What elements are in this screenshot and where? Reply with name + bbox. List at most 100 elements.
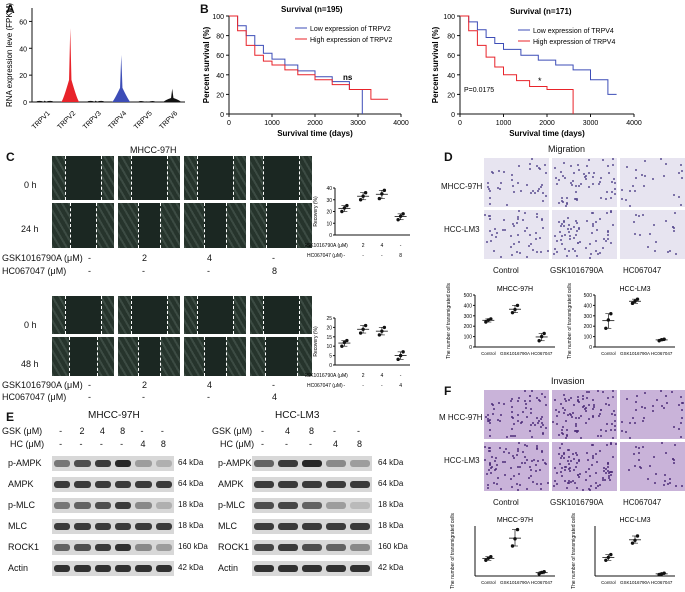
stained-cell bbox=[500, 413, 503, 416]
stained-cell bbox=[672, 229, 675, 232]
stained-cell bbox=[596, 390, 599, 393]
blot-band bbox=[302, 565, 322, 572]
e-hc-lane: - bbox=[120, 439, 124, 449]
stained-cell bbox=[595, 482, 598, 485]
micrograph bbox=[484, 210, 549, 259]
stained-cell bbox=[591, 464, 594, 467]
blot-band bbox=[302, 523, 322, 530]
stained-cell bbox=[577, 475, 580, 478]
stained-cell bbox=[643, 159, 646, 162]
stained-cell bbox=[498, 420, 501, 423]
stained-cell bbox=[653, 249, 656, 252]
stained-cell bbox=[529, 168, 532, 171]
stained-cell bbox=[610, 181, 613, 184]
blot-strip bbox=[252, 540, 372, 555]
scratch-image bbox=[118, 337, 180, 376]
c-bot-t2-2: - bbox=[207, 392, 210, 402]
dot-point bbox=[484, 320, 488, 324]
e-hc-lane: 8 bbox=[357, 439, 363, 449]
dot-point bbox=[606, 555, 611, 560]
c-top-t2-0: - bbox=[88, 266, 91, 276]
dot-point bbox=[537, 339, 541, 343]
stained-cell bbox=[592, 171, 595, 174]
blot-band bbox=[326, 502, 346, 509]
e-kda-label: 18 kDa bbox=[178, 521, 204, 530]
dot-title: HCC-LM3 bbox=[619, 286, 650, 293]
blot-band bbox=[115, 502, 132, 509]
c-plot-t1-label: GSK1016790A (μM) bbox=[305, 243, 348, 249]
stained-cell bbox=[577, 458, 580, 461]
stained-cell bbox=[605, 211, 608, 214]
stained-cell bbox=[489, 203, 492, 206]
stained-cell bbox=[518, 465, 521, 468]
blot-band bbox=[94, 502, 111, 509]
stained-cell bbox=[585, 397, 588, 400]
stained-cell bbox=[542, 200, 545, 203]
wound-area bbox=[69, 337, 97, 376]
stained-cell bbox=[577, 399, 580, 402]
stained-cell bbox=[672, 226, 675, 229]
stained-cell bbox=[611, 436, 614, 439]
e-kda-label: 64 kDa bbox=[378, 458, 404, 467]
chart-f-1: The number of transmigrated cells MHCC-97… bbox=[450, 513, 555, 589]
stained-cell bbox=[511, 486, 514, 489]
stained-cell bbox=[509, 477, 512, 480]
scratch-image bbox=[250, 337, 312, 376]
scratch-grid-bottom bbox=[52, 296, 314, 376]
c-plot-t2: - bbox=[362, 253, 364, 259]
wound-edge-right bbox=[233, 156, 234, 200]
a-ytick-label: 40 bbox=[19, 46, 27, 53]
stained-cell bbox=[517, 216, 520, 219]
stained-cell bbox=[492, 249, 495, 252]
stained-cell bbox=[513, 243, 516, 246]
stained-cell bbox=[517, 217, 520, 220]
stained-cell bbox=[529, 400, 532, 403]
wound-edge-left bbox=[65, 156, 66, 200]
blot-strip bbox=[252, 456, 372, 471]
stained-cell bbox=[564, 176, 567, 179]
blot-band bbox=[350, 460, 370, 467]
stained-cell bbox=[567, 449, 570, 452]
stained-cell bbox=[599, 196, 602, 199]
stained-cell bbox=[489, 446, 492, 449]
c-plot-t1: - bbox=[400, 243, 402, 249]
b-xtick-label: 0 bbox=[227, 120, 231, 127]
f-row1: M HCC-97H bbox=[439, 413, 483, 422]
b-ytick-label: 40 bbox=[447, 73, 455, 80]
stained-cell bbox=[643, 174, 646, 177]
stained-cell bbox=[578, 241, 581, 244]
stained-cell bbox=[595, 460, 598, 463]
stained-cell bbox=[533, 423, 536, 426]
stained-cell bbox=[535, 216, 538, 218]
stained-cell bbox=[610, 210, 613, 213]
a-violin bbox=[61, 28, 80, 103]
stained-cell bbox=[512, 191, 515, 194]
dot-point bbox=[361, 194, 365, 198]
dot-point bbox=[377, 196, 382, 201]
stained-cell bbox=[588, 390, 591, 393]
stained-cell bbox=[535, 446, 538, 449]
c-bot-t2-0: - bbox=[88, 392, 91, 402]
stained-cell bbox=[606, 397, 609, 400]
stained-cell bbox=[608, 471, 611, 474]
dot-point bbox=[401, 212, 405, 216]
stained-cell bbox=[531, 158, 534, 161]
stained-cell bbox=[525, 226, 528, 229]
stained-cell bbox=[632, 185, 635, 188]
stained-cell bbox=[666, 483, 669, 486]
stained-cell bbox=[490, 402, 493, 405]
a-ylabel: RNA expression leve (FPKM) bbox=[5, 3, 14, 107]
stained-cell bbox=[681, 416, 684, 419]
stained-cell bbox=[515, 454, 518, 457]
stained-cell bbox=[594, 239, 597, 242]
stained-cell bbox=[681, 408, 684, 411]
stained-cell bbox=[525, 458, 528, 461]
stained-cell bbox=[561, 432, 564, 435]
stained-cell bbox=[579, 436, 582, 439]
stained-cell bbox=[588, 488, 591, 491]
dot-ytick-label: 300 bbox=[464, 314, 473, 320]
stained-cell bbox=[673, 459, 676, 462]
stained-cell bbox=[566, 487, 569, 490]
b-ylabel: Percent survival (%) bbox=[202, 26, 211, 103]
stained-cell bbox=[534, 469, 537, 472]
